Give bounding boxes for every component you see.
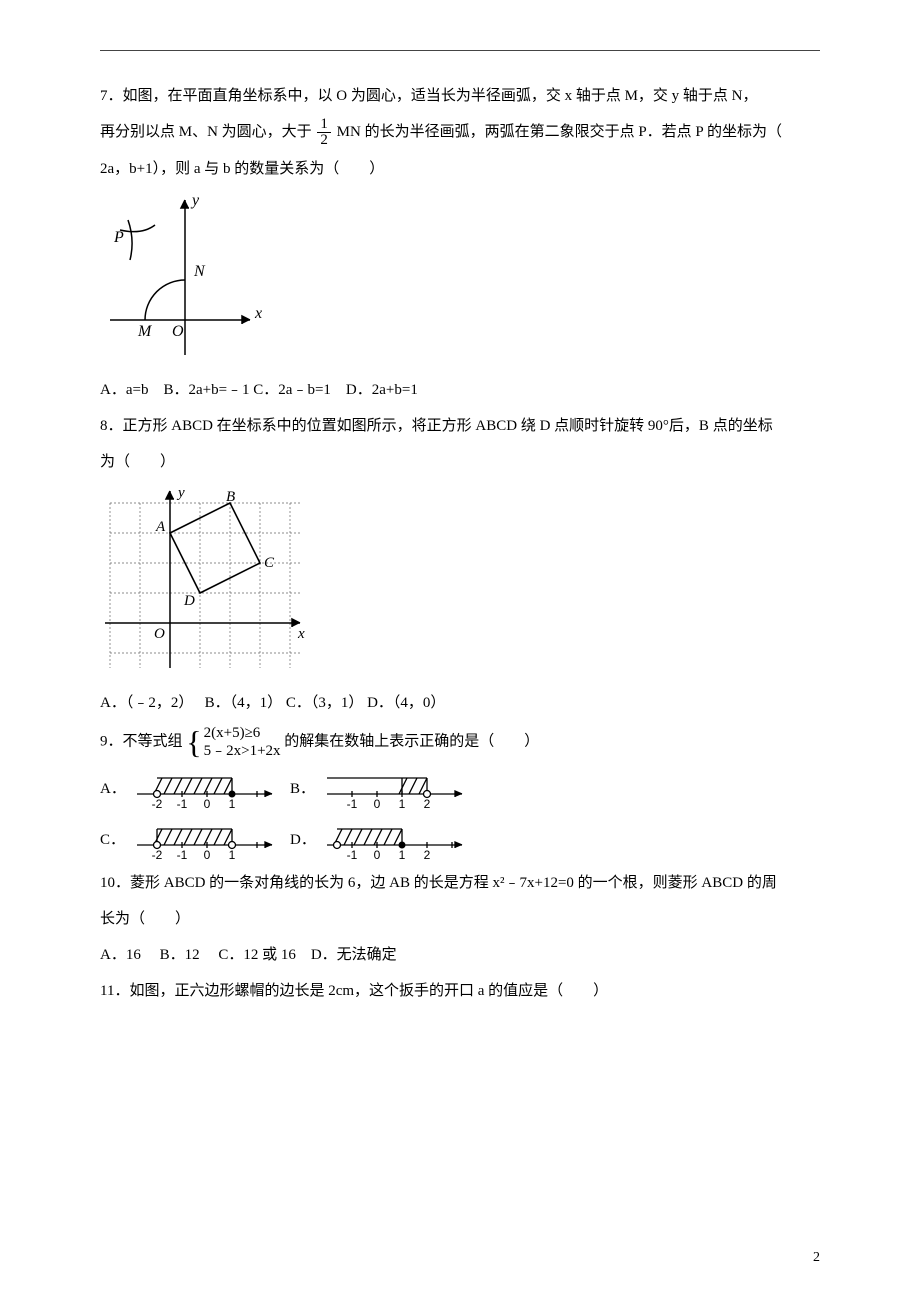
q8-label-D: D — [183, 593, 195, 609]
svg-text:1: 1 — [399, 848, 406, 862]
q7-choices: A．a=b B．2a+b=﹣1 C．2a﹣b=1 D．2a+b=1 — [100, 375, 820, 405]
svg-text:0: 0 — [374, 848, 381, 862]
q8-label-y: y — [176, 485, 185, 501]
q11-line1: 11．如图，正六边形螺帽的边长是 2cm，这个扳手的开口 a 的值应是（ ） — [100, 976, 820, 1006]
q10-line1: 10．菱形 ABCD 的一条对角线的长为 6，边 AB 的长是方程 x²﹣7x+… — [100, 868, 820, 898]
q7-label-y: y — [190, 192, 200, 209]
q7-frac-den: 2 — [317, 133, 331, 148]
q7-label-M: M — [137, 323, 153, 340]
q7-line1: 7．如图，在平面直角坐标系中，以 O 为圆心，适当长为半径画弧，交 x 轴于点 … — [100, 81, 820, 111]
q9-text1: 9．不等式组 — [100, 734, 183, 750]
q7-line2: 再分别以点 M、N 为圆心，大于 1 2 MN 的长为半径画弧，两弧在第二象限交… — [100, 117, 820, 148]
page-number: 2 — [813, 1244, 820, 1272]
q9-ineq1: 2(x+5)≥6 — [204, 724, 281, 742]
q9-optC: C． — [100, 825, 124, 855]
q7-text2a: 再分别以点 M、N 为圆心，大于 — [100, 124, 312, 140]
q9-figD: -1 0 1 2 — [322, 817, 472, 862]
q10-line2: 长为（ ） — [100, 904, 820, 934]
q8-label-B: B — [226, 489, 235, 505]
svg-text:-1: -1 — [177, 848, 188, 862]
q7-frac-num: 1 — [317, 117, 331, 133]
q9-figA: -2 -1 0 1 — [132, 766, 282, 811]
q10-choices: A．16 B．12 C．12 或 16 D．无法确定 — [100, 940, 820, 970]
svg-text:0: 0 — [204, 797, 211, 811]
exam-page: 7．如图，在平面直角坐标系中，以 O 为圆心，适当长为半径画弧，交 x 轴于点 … — [0, 0, 920, 1302]
q8-label-A: A — [155, 519, 166, 535]
q9-line: 9．不等式组 { 2(x+5)≥6 5﹣2x>1+2x 的解集在数轴上表示正确的… — [100, 724, 820, 760]
q7-label-N: N — [193, 263, 206, 280]
header-rule — [100, 50, 820, 51]
q9-ineq2: 5﹣2x>1+2x — [204, 742, 281, 760]
q8-label-C: C — [264, 555, 275, 571]
svg-text:1: 1 — [229, 797, 236, 811]
svg-text:-1: -1 — [347, 848, 358, 862]
svg-text:-1: -1 — [347, 797, 358, 811]
svg-text:1: 1 — [399, 797, 406, 811]
q9-optB: B． — [290, 774, 314, 804]
q9-row-ab: A． — [100, 766, 820, 811]
q9-figC: -2 -1 0 1 — [132, 817, 282, 862]
svg-text:-1: -1 — [177, 797, 188, 811]
brace-icon: { — [186, 726, 201, 758]
q7-line3: 2a，b+1），则 a 与 b 的数量关系为（ ） — [100, 154, 820, 184]
q8-label-O: O — [154, 626, 165, 642]
q7-label-O: O — [172, 323, 184, 340]
q8-choices: A．（﹣2，2） B．（4，1） C．（3，1） D．（4，0） — [100, 688, 820, 718]
svg-text:0: 0 — [374, 797, 381, 811]
q7-fraction: 1 2 — [317, 117, 331, 148]
svg-text:-2: -2 — [152, 848, 163, 862]
q7-text2b: MN 的长为半径画弧，两弧在第二象限交于点 P．若点 P 的坐标为（ — [337, 124, 782, 140]
q9-text2: 的解集在数轴上表示正确的是（ ） — [284, 734, 539, 750]
q9-system: { 2(x+5)≥6 5﹣2x>1+2x — [186, 724, 280, 760]
svg-text:2: 2 — [424, 797, 431, 811]
q8-label-x: x — [297, 626, 305, 642]
svg-text:-2: -2 — [152, 797, 163, 811]
q7-figure: y x P N M O — [100, 190, 820, 365]
svg-text:1: 1 — [229, 848, 236, 862]
q9-optA: A． — [100, 774, 124, 804]
q8-line2: 为（ ） — [100, 447, 820, 477]
svg-text:2: 2 — [424, 848, 431, 862]
q8-figure: y x A B C D O — [100, 483, 820, 678]
q8-line1: 8．正方形 ABCD 在坐标系中的位置如图所示，将正方形 ABCD 绕 D 点顺… — [100, 411, 820, 441]
q9-row-cd: C． -2 -1 — [100, 817, 820, 862]
q7-label-x: x — [254, 305, 262, 322]
q7-label-P: P — [113, 229, 124, 246]
q9-figB: -1 0 1 2 — [322, 766, 472, 811]
q9-optD: D． — [290, 825, 314, 855]
svg-text:0: 0 — [204, 848, 211, 862]
